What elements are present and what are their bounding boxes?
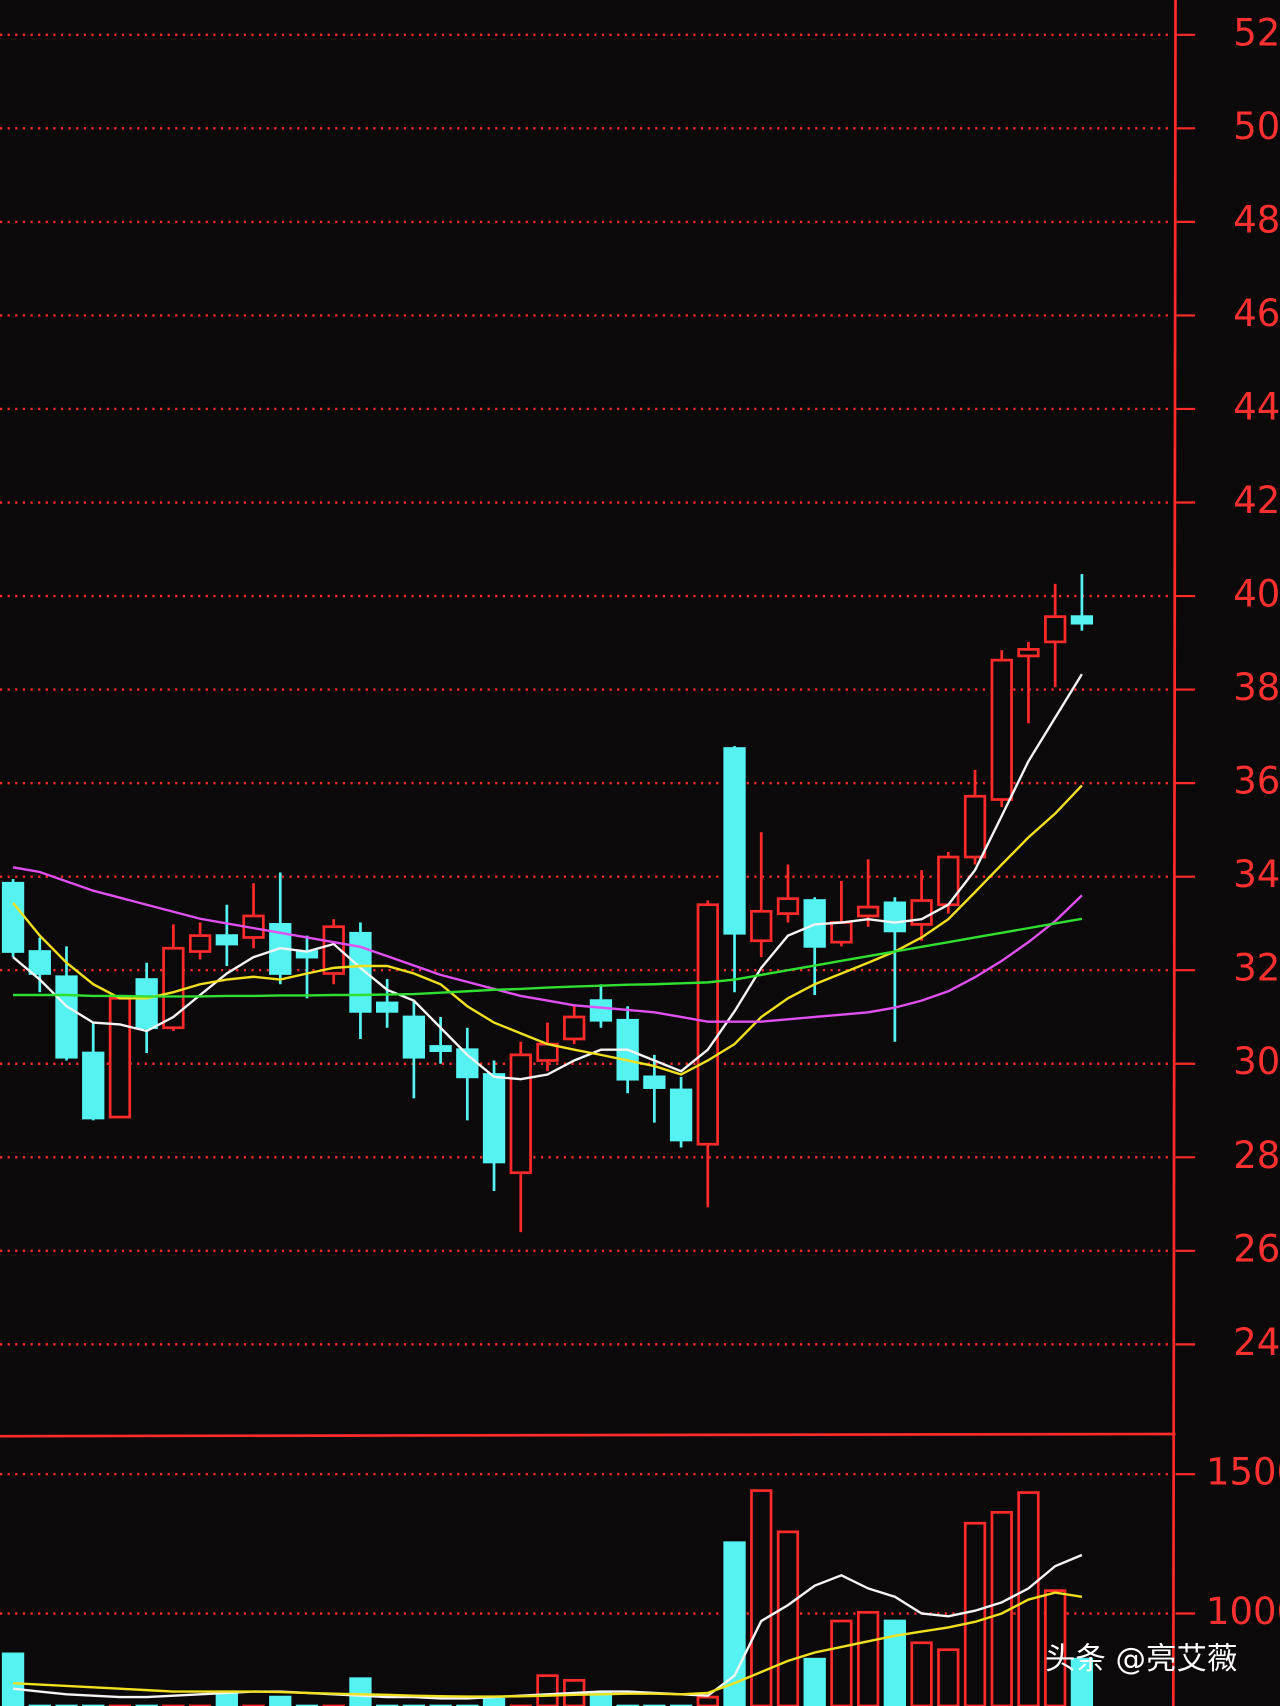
candle-body xyxy=(482,1073,506,1164)
candle-body xyxy=(402,1015,426,1059)
candle-body xyxy=(55,975,78,1059)
volume-bar xyxy=(830,1619,853,1706)
candle-body xyxy=(376,1001,399,1013)
candle-body xyxy=(1017,648,1040,658)
y-tick-label: 300 xyxy=(1233,1040,1280,1083)
y-tick-label: 520 xyxy=(1233,11,1280,54)
volume-bar xyxy=(536,1674,559,1706)
candle-body xyxy=(723,747,746,935)
moving-average-line xyxy=(12,866,1083,1023)
y-tick-label: 380 xyxy=(1233,666,1280,709)
candle-body xyxy=(696,903,719,1146)
y-tick-label: 460 xyxy=(1233,292,1280,335)
candle-body xyxy=(669,1088,693,1142)
volume-bar xyxy=(963,1521,987,1706)
candle-body xyxy=(108,996,132,1119)
candle-body xyxy=(82,1051,105,1120)
candle-body xyxy=(1,881,25,953)
candle-body xyxy=(349,931,372,1013)
y-tick-label: 400 xyxy=(1233,573,1280,616)
y-tick-label: 360 xyxy=(1233,760,1280,803)
candle-body xyxy=(215,934,238,946)
volume-bar xyxy=(910,1641,933,1706)
candle-body xyxy=(589,999,613,1022)
volume-bar xyxy=(269,1695,292,1706)
volume-bar xyxy=(696,1695,719,1706)
y-tick-label: 260 xyxy=(1233,1227,1280,1270)
volume-bar xyxy=(883,1619,907,1706)
y-tick-label: 440 xyxy=(1233,385,1280,428)
y-tick-label: 1500 xyxy=(1206,1451,1280,1494)
moving-average-line xyxy=(12,784,1083,1076)
candle-body xyxy=(963,794,987,859)
moving-average-line xyxy=(13,917,1083,998)
candle-body xyxy=(135,978,158,1030)
volume-bar xyxy=(1,1652,25,1706)
price-axis xyxy=(1171,0,1177,1706)
candle-body xyxy=(28,950,51,975)
volume-bar xyxy=(937,1648,960,1706)
watermark: 头条 @亮艾薇 xyxy=(1045,1642,1238,1677)
price-plot xyxy=(0,33,1171,1346)
y-tick-label: 340 xyxy=(1233,853,1280,896)
moving-average-line xyxy=(12,1553,1083,1700)
y-tick-label: 320 xyxy=(1233,947,1280,990)
candle-body xyxy=(750,909,773,943)
volume-bar xyxy=(856,1611,880,1706)
candle-body xyxy=(322,925,345,975)
volume-bar xyxy=(750,1489,773,1706)
y-tick-label: 240 xyxy=(1233,1321,1280,1364)
moving-average-line xyxy=(12,673,1083,1081)
candle-body xyxy=(643,1075,666,1089)
candle-body xyxy=(830,921,853,944)
candle-body xyxy=(188,934,212,953)
y-tick-label: 1000 xyxy=(1206,1590,1280,1633)
candle-body xyxy=(856,905,880,918)
candle-body xyxy=(563,1015,586,1041)
candle-body xyxy=(162,946,185,1030)
candle-body xyxy=(429,1045,452,1053)
volume-bar xyxy=(482,1697,506,1706)
volume-bar xyxy=(803,1657,826,1706)
moving-average-line xyxy=(12,1591,1083,1698)
panel-separator xyxy=(0,1432,1176,1438)
candle-body xyxy=(1070,615,1094,625)
y-tick-label: 480 xyxy=(1233,198,1280,241)
candle-body xyxy=(883,901,907,933)
candle-body xyxy=(990,658,1013,801)
axes: 240 260 280 300 320 340 360 380 400 420 440 460 480 5… xyxy=(1175,11,1280,1633)
candle-body xyxy=(910,899,933,926)
volume-bar xyxy=(349,1677,372,1706)
volume-bar xyxy=(776,1530,800,1706)
candle-body xyxy=(509,1053,532,1175)
candle-body xyxy=(776,897,800,915)
candle-body xyxy=(1044,615,1067,644)
y-tick-label: 500 xyxy=(1233,105,1280,148)
y-tick-label: 280 xyxy=(1233,1134,1280,1177)
y-tick-label: 420 xyxy=(1233,479,1280,522)
